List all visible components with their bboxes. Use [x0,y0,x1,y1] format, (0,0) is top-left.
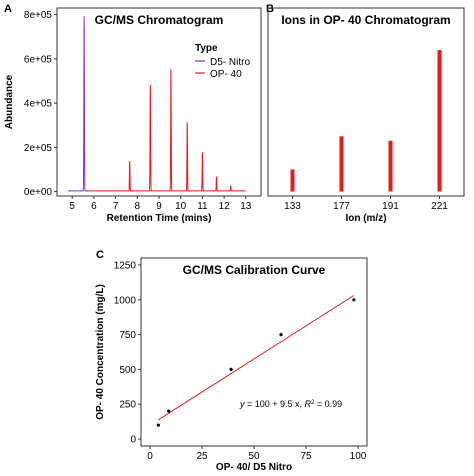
x-tick-label: 75 [300,451,312,462]
x-tick-label: 9 [156,201,162,212]
bar-177 [339,136,344,192]
x-tick-label: 100 [350,451,367,462]
panel-a-frame [56,7,262,197]
panel-a-letter: A [4,3,12,15]
panel-c-letter: C [96,249,104,261]
x-tick-label: 50 [248,451,260,462]
legend-label-op-40: OP- 40 [210,69,242,80]
y-tick-label: 0 [130,435,136,446]
panel-b-xlabel: Ion (m/z) [345,213,386,224]
panel-b-title: Ions in OP- 40 Chromatogram [281,13,450,27]
data-point [229,367,233,371]
eqn-y: y [239,399,245,409]
x-tick-label: 11 [197,201,208,212]
panel-b-letter: B [266,3,274,15]
panel-c-frame [140,257,368,447]
series-line-op-40 [86,69,246,192]
panel-a: A GC/MS Chromatogram Retention Time (min… [4,3,262,224]
x-tick-label: 6 [91,201,97,212]
x-tick-label: 8 [135,201,141,212]
x-tick-label: 0 [147,451,153,462]
eqn-r: R [305,399,312,409]
panel-b: B Ions in OP- 40 Chromatogram Ion (m/z) … [266,3,465,224]
x-tick-label: 221 [431,201,448,212]
fit-line [158,295,355,421]
y-tick-label: 1250 [114,261,137,272]
y-tick-label: 4e+05 [24,99,53,110]
bar-133 [290,169,295,192]
eqn-r-exp: 2 [311,400,315,406]
x-tick-label: 177 [333,201,350,212]
panel-a-legend: Type D5- Nitro OP- 40 [195,43,250,80]
bar-221 [437,50,442,192]
panel-a-xlabel: Retention Time (mins) [107,213,212,224]
panel-b-marks: 133 177 191 221 [284,50,448,212]
panel-a-ylabel: Abundance [4,74,15,129]
y-tick-label: 8e+05 [24,10,53,21]
x-tick-label: 7 [113,201,119,212]
panel-c-title: GC/MS Calibration Curve [183,263,326,277]
data-point [156,423,160,427]
legend-title: Type [195,43,218,54]
x-tick-label: 13 [240,201,252,212]
x-tick-label: 25 [196,451,208,462]
y-tick-label: 750 [119,330,136,341]
y-tick-label: 250 [119,400,136,411]
panel-a-series [67,16,246,192]
eqn-body: = 100 + 9.5 x, [245,399,305,409]
x-tick-label: 5 [69,201,75,212]
x-tick-label: 10 [175,201,187,212]
bar-191 [388,140,393,192]
x-tick-label: 12 [219,201,231,212]
panel-c-equation: y = 100 + 9.5 x, R2 = 0.99 [239,399,342,409]
y-tick-label: 500 [119,365,136,376]
data-point [352,298,356,302]
eqn-r-value: = 0.99 [314,399,342,409]
series-line-d5-nitro [67,16,88,192]
data-point [279,333,283,337]
panel-b-frame [267,7,465,197]
x-tick-label: 191 [382,201,399,212]
panel-c-ylabel: OP- 40 Concentration (mg/L) [95,284,106,420]
panel-c: C GC/MS Calibration Curve OP- 40/ D5 Nit… [95,249,368,473]
y-tick-label: 0e+00 [24,187,53,198]
y-tick-label: 2e+05 [24,143,53,154]
y-tick-label: 1000 [114,295,137,306]
y-tick-label: 6e+05 [24,54,53,65]
panel-a-title: GC/MS Chromatogram [95,13,224,27]
data-point [167,409,171,413]
x-tick-label: 133 [284,201,301,212]
legend-label-d5-nitro: D5- Nitro [210,57,250,68]
panel-c-xlabel: OP- 40/ D5 Nitro [216,462,292,473]
panel-a-ticks: 5 6 7 8 9 10 11 12 13 0e+00 2e+05 4e+05 6e+05 8e+05 [24,10,252,212]
